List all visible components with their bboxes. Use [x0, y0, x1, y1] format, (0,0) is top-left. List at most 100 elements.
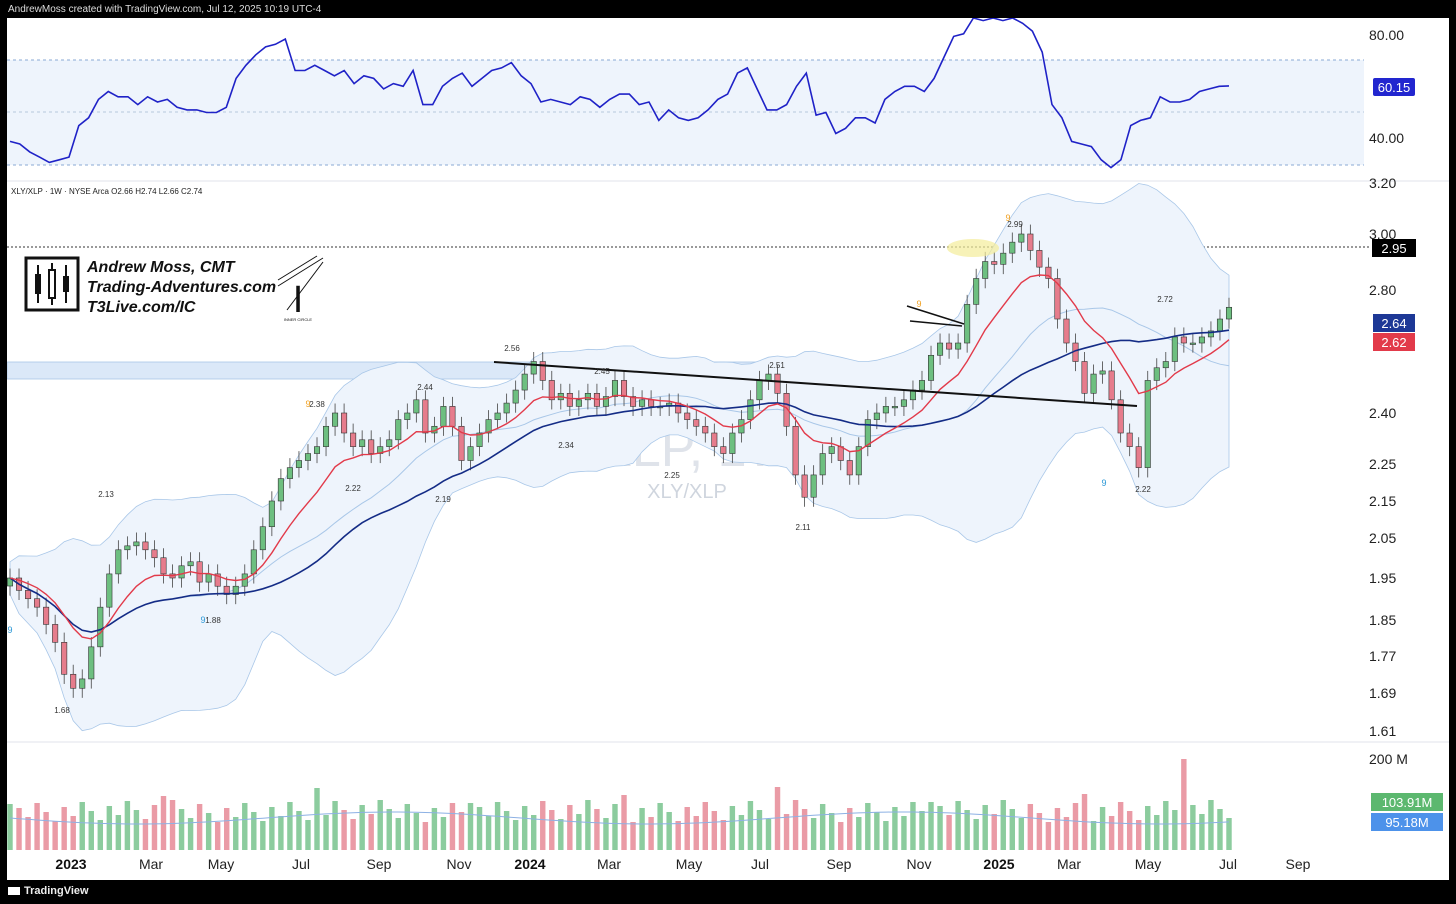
branding-block: Andrew Moss, CMT Trading-Adventures.com …: [24, 255, 324, 322]
time-axis-label: Jul: [292, 856, 310, 872]
candle: [97, 606, 104, 648]
chart-canvas[interactable]: XLY/XLP, 1W XLY/XLP XLY/XLP · 1W · NYSE …: [7, 18, 1449, 880]
volume-bar: [801, 809, 808, 850]
volume-bar: [1199, 814, 1205, 850]
volume-bar: [865, 803, 871, 850]
volume-bar: [242, 803, 248, 850]
price-labels: 2.13 1.68 1.88 2.38 2.22 2.44 2.19 2.56 2.34 2.45…: [7, 213, 1173, 715]
volume-bar: [233, 817, 239, 850]
candle: [1153, 367, 1160, 381]
candle: [1090, 373, 1097, 394]
volume-bar: [341, 810, 347, 850]
candle: [88, 646, 95, 680]
volume-bar: [792, 800, 799, 850]
volume-ma-line: [9, 811, 1230, 825]
price-axis[interactable]: 80.00 40.00 60.15 3.20 3.00 2.80 2.40 2.…: [1369, 27, 1443, 831]
candle: [1081, 361, 1088, 394]
volume-bar: [1063, 817, 1070, 850]
volume-bar: [260, 821, 266, 850]
candle: [142, 541, 149, 551]
symbol-info: XLY/XLP · 1W · NYSE Arca O2.66 H2.74 L2.…: [11, 187, 203, 196]
footer-brand[interactable]: TradingView: [8, 885, 89, 897]
candle: [521, 373, 528, 391]
candle: [973, 278, 980, 305]
volume-bar: [928, 802, 934, 850]
candle: [584, 392, 591, 401]
volume-bar: [558, 819, 564, 850]
volume-bar: [458, 812, 465, 850]
volume-bar: [169, 800, 176, 850]
bollinger-envelope: [9, 183, 1230, 732]
brand-site1: Trading-Adventures.com: [87, 279, 276, 296]
price-label: 2.25: [664, 471, 680, 480]
price-tick: 1.85: [1369, 612, 1396, 628]
time-axis-label: Nov: [447, 856, 472, 872]
candle: [106, 573, 113, 608]
volume-bar: [901, 816, 907, 850]
volume-bar: [783, 814, 790, 850]
volume-bar: [1226, 818, 1232, 850]
volume-bar: [1208, 800, 1214, 850]
volume-bar: [503, 811, 510, 850]
candle: [341, 412, 348, 434]
candle: [151, 549, 158, 559]
candle: [1036, 250, 1043, 268]
volume-bar: [675, 821, 681, 850]
candle: [1207, 330, 1214, 338]
candle: [413, 399, 420, 414]
volume-bar: [476, 807, 483, 850]
volume-bar: [756, 810, 763, 850]
volume-bar: [1154, 815, 1160, 850]
volume-bar: [1145, 806, 1151, 850]
volume-bar: [332, 801, 338, 850]
candle: [286, 467, 293, 479]
trendline: [493, 361, 1138, 407]
volume-bar: [196, 804, 203, 850]
volume-bar: [1181, 759, 1187, 850]
candle: [350, 432, 357, 447]
candle: [720, 446, 727, 454]
candle: [386, 439, 393, 447]
volume-bar: [422, 822, 429, 850]
candle: [458, 425, 465, 461]
chart-panel[interactable]: XLY/XLP, 1W XLY/XLP XLY/XLP · 1W · NYSE …: [7, 18, 1449, 880]
volume-bar: [639, 808, 645, 850]
volume-bar: [919, 811, 925, 850]
candle: [810, 474, 817, 498]
time-axis[interactable]: 2023 Mar May Jul Sep Nov 2024 Mar May Jul Sep Nov 20…: [55, 856, 1310, 872]
price-tick: 1.61: [1369, 723, 1396, 739]
candle: [323, 425, 330, 447]
candle: [684, 412, 691, 420]
volume-bar: [1172, 810, 1178, 850]
volume-bar: [630, 822, 636, 850]
candle: [891, 406, 898, 409]
price-label: 2.38: [309, 400, 325, 409]
price-tick: 2.05: [1369, 530, 1396, 546]
candle: [232, 585, 239, 595]
candle: [1198, 336, 1205, 344]
brand-site2: T3Live.com/IC: [87, 299, 196, 316]
volume-bar: [874, 812, 880, 850]
flag-upper-line: [909, 320, 963, 327]
candle: [964, 304, 971, 344]
sequence-marker: 9: [7, 625, 12, 635]
price-label: 2.56: [504, 344, 520, 353]
price-label: 2.13: [98, 490, 114, 499]
time-axis-label: Sep: [1286, 856, 1311, 872]
candle: [449, 406, 456, 427]
volume-bar: [1126, 811, 1133, 850]
volume-bar: [1217, 809, 1223, 850]
candle: [440, 406, 447, 427]
volume-bar: [70, 816, 76, 850]
candle: [295, 460, 302, 468]
candle: [304, 453, 311, 461]
volume-bar: [151, 805, 158, 850]
volume-bar: [521, 806, 528, 850]
last-price-badge: [1373, 314, 1415, 332]
volume-bar: [214, 822, 221, 850]
volume-bar: [1000, 800, 1006, 850]
volume-bar: [991, 814, 997, 850]
volume-avg-badge: [1371, 813, 1443, 831]
watermark-sub: XLY/XLP: [647, 481, 727, 503]
candle: [946, 342, 953, 350]
